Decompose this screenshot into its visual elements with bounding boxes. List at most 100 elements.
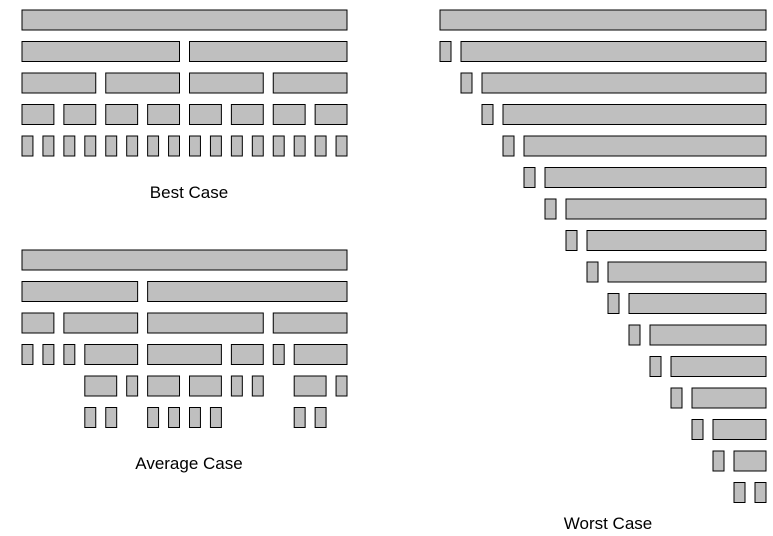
worst-case-partition-bar (712, 419, 767, 440)
average-case-partition-bar (84, 344, 139, 365)
best-case-partition-bar (21, 9, 348, 31)
best-case-partition-bar (272, 135, 285, 157)
worst-case-partition-bar (733, 450, 767, 472)
best-case-partition-bar (21, 41, 180, 62)
best-case-partition-bar (189, 104, 222, 125)
best-case-partition-bar (314, 104, 348, 125)
best-case-partition-bar (63, 104, 97, 125)
average-case-partition-bar (21, 281, 139, 302)
best-case-partition-bar (272, 72, 348, 94)
average-case-partition-bar (147, 281, 348, 302)
best-case-caption: Best Case (150, 183, 228, 202)
worst-case-partition-bar (691, 387, 767, 409)
worst-case-partition-bar (502, 135, 515, 157)
best-case-partition-bar (21, 135, 34, 157)
best-case-partition-bar (147, 104, 181, 125)
average-case-caption: Average Case (135, 454, 242, 473)
average-case-partition-bar (21, 249, 348, 271)
average-case-partition-bar (126, 375, 139, 397)
worst-case-partition-bar (481, 72, 767, 94)
average-case-partition-bar (251, 375, 264, 397)
average-case-partition-bar (147, 312, 264, 334)
average-case-partition-bar (21, 344, 34, 365)
worst-case-diagram (439, 9, 767, 503)
average-case-partition-bar (293, 375, 327, 397)
average-case-partition-bar (335, 375, 348, 397)
worst-case-partition-bar (439, 41, 452, 62)
best-case-partition-bar (105, 104, 139, 125)
worst-case-partition-bar (607, 261, 767, 283)
best-case-partition-bar (230, 104, 264, 125)
worst-case-partition-bar (460, 41, 767, 62)
worst-case-partition-bar (733, 482, 746, 503)
worst-case-partition-bar (523, 135, 767, 157)
best-case-partition-bar (251, 135, 264, 157)
worst-case-partition-bar (670, 387, 683, 409)
worst-case-partition-bar (460, 72, 473, 94)
best-case-partition-bar (335, 135, 348, 157)
average-case-partition-bar (293, 344, 348, 365)
average-case-partition-bar (272, 344, 285, 365)
worst-case-partition-bar (607, 293, 620, 314)
worst-case-partition-bar (544, 198, 557, 220)
best-case-partition-bar (272, 104, 306, 125)
worst-case-partition-bar (544, 167, 767, 188)
average-case-partition-bar (105, 407, 118, 428)
worst-case-partition-bar (649, 356, 662, 377)
worst-case-partition-bar (628, 324, 641, 346)
worst-case-partition-bar (586, 230, 767, 251)
worst-case-partition-bar (565, 230, 578, 251)
average-case-partition-bar (189, 407, 201, 428)
average-case-partition-bar (147, 344, 222, 365)
worst-case-partition-bar (754, 482, 767, 503)
average-case-partition-bar (63, 344, 76, 365)
worst-case-partition-bar (523, 167, 536, 188)
best-case-partition-bar (168, 135, 180, 157)
worst-case-partition-bar (691, 419, 704, 440)
worst-case-partition-bar (565, 198, 767, 220)
worst-case-partition-bar (481, 104, 494, 125)
average-case-partition-bar (42, 344, 55, 365)
best-case-partition-bar (230, 135, 243, 157)
average-case-partition-bar (63, 312, 139, 334)
average-case-partition-bar (147, 407, 160, 428)
average-case-partition-bar (168, 407, 180, 428)
average-case-partition-bar (314, 407, 327, 428)
average-case-partition-bar (209, 407, 222, 428)
average-case-partition-bar (230, 375, 243, 397)
best-case-partition-bar (147, 135, 160, 157)
worst-case-partition-bar (502, 104, 767, 125)
best-case-partition-bar (42, 135, 55, 157)
best-case-partition-bar (21, 72, 97, 94)
average-case-partition-bar (84, 375, 118, 397)
worst-case-partition-bar (670, 356, 767, 377)
best-case-partition-bar (189, 72, 264, 94)
average-case-diagram (21, 249, 348, 428)
best-case-partition-bar (293, 135, 306, 157)
worst-case-partition-bar (628, 293, 767, 314)
best-case-partition-bar (314, 135, 327, 157)
average-case-partition-bar (21, 312, 55, 334)
best-case-partition-bar (21, 104, 55, 125)
best-case-partition-bar (209, 135, 222, 157)
worst-case-partition-bar (439, 9, 767, 31)
best-case-partition-bar (105, 72, 180, 94)
worst-case-partition-bar (649, 324, 767, 346)
average-case-partition-bar (189, 375, 222, 397)
best-case-partition-bar (126, 135, 139, 157)
worst-case-partition-bar (586, 261, 599, 283)
average-case-partition-bar (293, 407, 306, 428)
best-case-diagram (21, 9, 348, 157)
average-case-partition-bar (147, 375, 181, 397)
average-case-partition-bar (84, 407, 97, 428)
worst-case-partition-bar (712, 450, 725, 472)
best-case-partition-bar (63, 135, 76, 157)
worst-case-caption: Worst Case (564, 514, 653, 533)
best-case-partition-bar (189, 135, 201, 157)
best-case-partition-bar (84, 135, 97, 157)
best-case-partition-bar (189, 41, 348, 62)
average-case-partition-bar (230, 344, 264, 365)
best-case-partition-bar (105, 135, 118, 157)
average-case-partition-bar (272, 312, 348, 334)
